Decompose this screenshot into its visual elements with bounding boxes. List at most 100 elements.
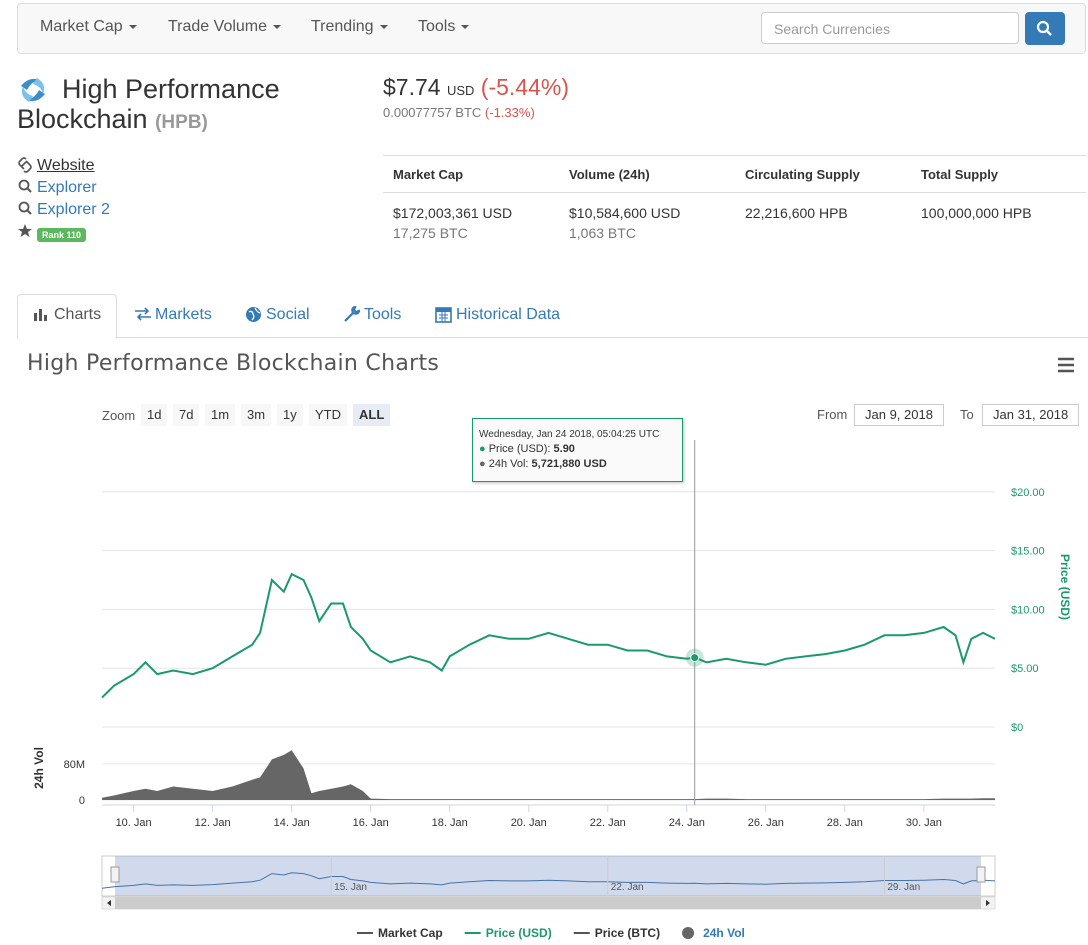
website-link[interactable]: Website <box>37 157 95 174</box>
navigator-tick-label: 15. Jan <box>334 882 367 893</box>
stat-value: $172,003,361 USD <box>393 205 513 221</box>
tab[interactable]: Historical Data <box>456 306 561 323</box>
chart-menu[interactable] <box>1057 357 1075 373</box>
zoom-button[interactable]: 1d <box>141 404 168 426</box>
btc-change: (-1.33%) <box>484 105 535 120</box>
x-tick-label: 26. Jan <box>748 817 784 829</box>
x-tick-label: 28. Jan <box>827 817 863 829</box>
nav-label[interactable]: Trending <box>311 18 374 35</box>
zoom-button[interactable]: 1m <box>205 404 236 426</box>
nav-item[interactable]: Trending <box>311 18 388 36</box>
search-icon <box>1036 20 1052 36</box>
x-tick-label: 22. Jan <box>590 817 626 829</box>
search-input[interactable]: Search Currencies <box>761 12 1019 44</box>
zoom-button[interactable]: 1y <box>277 404 303 426</box>
tooltip-value: 5.90 <box>553 443 575 455</box>
navigator-line <box>101 872 996 889</box>
y-tick-label: $10.00 <box>1011 604 1045 616</box>
scrollbar-arrow <box>986 900 990 906</box>
tab-icon <box>435 307 452 323</box>
x-tick-label: 24. Jan <box>669 817 705 829</box>
tab[interactable]: Markets <box>155 306 212 323</box>
legend-symbol <box>682 927 695 939</box>
tab-icon <box>34 309 47 321</box>
y-tick-label: $5.00 <box>1011 663 1039 675</box>
navigator-tick-label: 29. Jan <box>887 882 920 893</box>
legend-label[interactable]: Price (BTC) <box>595 926 660 940</box>
tab[interactable]: Tools <box>364 306 402 323</box>
x-tick-label: 12. Jan <box>195 817 231 829</box>
tooltip-label: Price (USD): <box>488 443 551 455</box>
y-axis-label: 24h Vol <box>32 747 46 789</box>
legend-item[interactable]: Market Cap <box>357 926 443 940</box>
nav-label[interactable]: Market Cap <box>40 18 123 35</box>
from-date[interactable]: Jan 9, 2018 <box>854 404 944 426</box>
link-icons <box>18 157 32 237</box>
btc-block: 0.00077757 BTC (-1.33%) <box>383 105 535 120</box>
x-tick-label: 30. Jan <box>906 817 942 829</box>
x-tick-label: 20. Jan <box>511 817 547 829</box>
tooltip-value: 5,721,880 USD <box>531 458 607 470</box>
price-line <box>101 572 996 699</box>
tab[interactable]: Social <box>266 306 310 323</box>
zoom-button[interactable]: YTD <box>309 404 347 426</box>
stat-value: 100,000,000 HPB <box>921 205 1032 221</box>
chart-title: High Performance Blockchain Charts <box>27 351 440 376</box>
price: $7.74 <box>383 74 441 100</box>
navigator-tick-label: 22. Jan <box>611 882 644 893</box>
legend-item[interactable]: Price (USD) <box>464 926 552 940</box>
tab-rule <box>17 337 1088 338</box>
y-tick-label: 80M <box>64 759 85 771</box>
zoom-button[interactable]: ALL <box>353 404 391 426</box>
coin-logo <box>18 75 48 105</box>
nav-item[interactable]: Trade Volume <box>168 18 282 36</box>
stat-sub: 1,063 BTC <box>569 225 636 241</box>
tab-icon <box>344 306 360 322</box>
table-rule <box>383 155 1086 156</box>
legend-label[interactable]: 24h Vol <box>703 926 745 940</box>
price-change: (-5.44%) <box>480 74 569 100</box>
tab[interactable]: Charts <box>54 306 102 323</box>
explorer-link[interactable]: Explorer <box>37 179 97 196</box>
from-label: From <box>817 407 848 422</box>
tooltip-date: Wednesday, Jan 24 2018, 05:04:25 UTC <box>479 429 660 440</box>
stat-header: Market Cap <box>393 167 464 182</box>
stat-header: Volume (24h) <box>569 167 650 182</box>
nav-item[interactable]: Market Cap <box>40 18 137 36</box>
navigator-handle[interactable] <box>976 866 986 883</box>
navigator-frame <box>101 855 996 897</box>
price-block: $7.74 USD (-5.44%) <box>383 74 569 101</box>
legend-label[interactable]: Market Cap <box>378 926 443 940</box>
volume-area <box>102 750 995 800</box>
nav-label[interactable]: Trade Volume <box>168 18 268 35</box>
coin-name: High Performance <box>62 74 280 104</box>
nav-label[interactable]: Tools <box>418 18 456 35</box>
tooltip-row: ● Price (USD): 5.90 <box>479 443 575 455</box>
x-tick-label: 10. Jan <box>116 817 152 829</box>
x-tick-label: 18. Jan <box>432 817 468 829</box>
coin-name: Blockchain (HPB) <box>17 104 208 135</box>
explorer-link[interactable]: Explorer 2 <box>37 201 110 218</box>
legend-item[interactable]: 24h Vol <box>682 926 745 940</box>
active-tab[interactable] <box>17 294 117 339</box>
search-button[interactable] <box>1025 12 1065 45</box>
tooltip: Wednesday, Jan 24 2018, 05:04:25 UTC ● P… <box>472 418 683 482</box>
y-tick-label: $15.00 <box>1011 546 1045 558</box>
y-tick-label: $20.00 <box>1011 487 1045 499</box>
scrollbar-thumb[interactable] <box>115 897 981 909</box>
navigator-selection <box>115 856 981 896</box>
legend-item[interactable]: Price (BTC) <box>573 926 660 940</box>
to-date[interactable]: Jan 31, 2018 <box>982 404 1080 426</box>
zoom-button[interactable]: 7d <box>173 404 200 426</box>
btc-price: 0.00077757 BTC <box>383 105 482 120</box>
to-label: To <box>960 407 974 422</box>
nav-item[interactable]: Tools <box>418 18 470 36</box>
scrollbar-arrow <box>107 900 111 906</box>
coin-name-part: Blockchain <box>17 104 148 134</box>
x-tick-label: 14. Jan <box>274 817 310 829</box>
legend-label[interactable]: Price (USD) <box>486 926 552 940</box>
tooltip-label: 24h Vol: <box>488 458 529 470</box>
navigator-handle[interactable] <box>110 866 120 883</box>
zoom-button[interactable]: 3m <box>241 404 272 426</box>
